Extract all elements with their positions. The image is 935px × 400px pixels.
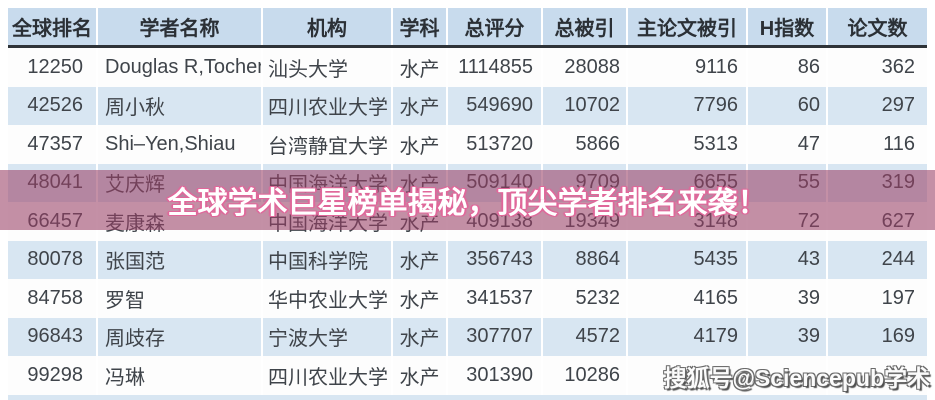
- table-cell: 99298: [27, 363, 83, 386]
- table-row: 47357 Shi–Yen,Shiau 台湾静宜大学 水产 513720 5866 5313…: [8, 125, 927, 164]
- table-cell: 39: [746, 317, 826, 356]
- table-row: 96843 周歧存 宁波大学 水产 307707 4572 4179 39 169: [8, 317, 927, 356]
- table-cell: 39: [746, 279, 826, 318]
- table-cell: 水产: [391, 279, 446, 318]
- table-cell: [626, 356, 746, 395]
- table-row: 99298 冯琳 四川农业大学 水产 301390 10286: [8, 356, 927, 395]
- table-cell: Douglas R,Tocher: [96, 48, 261, 87]
- table-cell: 307707: [446, 317, 541, 356]
- table-cell: 86: [746, 48, 826, 87]
- table-cell: 周歧存: [96, 317, 261, 356]
- table-cell: 356743: [446, 240, 541, 279]
- table-cell: 5866: [541, 125, 626, 164]
- table-row: 84758 罗智 华中农业大学 水产 341537 5232 4165 39 197: [8, 279, 927, 318]
- table-cell: 汕头大学: [261, 48, 391, 87]
- table-cell: 301390: [446, 356, 541, 395]
- table-cell: 341537: [446, 279, 541, 318]
- table-cell: 张国范: [96, 240, 261, 279]
- table-cell: 10702: [541, 86, 626, 125]
- table-cell: 7796: [626, 86, 746, 125]
- table-row: 42526 周小秋 四川农业大学 水产 549690 10702 7796 60 297: [8, 86, 927, 125]
- sohu-account-watermark: 搜狐号@Sciencepub学术: [663, 365, 930, 391]
- table-row: 12250 Douglas R,Tocher 汕头大学 水产 1114855 28088 9…: [8, 48, 927, 87]
- table-cell: 43: [746, 240, 826, 279]
- column-header: 总被引: [541, 8, 626, 45]
- table-cell: 1114855: [446, 48, 541, 87]
- promo-banner-overlay: 全球学术巨星榜单揭秘，顶尖学者排名来袭！: [0, 170, 935, 230]
- table-cell: 47357: [27, 132, 83, 155]
- table-cell: 42526: [27, 94, 83, 117]
- column-header: 总评分: [446, 8, 541, 45]
- table-cell: 80078: [27, 248, 83, 271]
- table-cell: 水产: [391, 86, 446, 125]
- table-cell: 8864: [541, 240, 626, 279]
- table-cell: 513720: [446, 125, 541, 164]
- table-cell: 水产: [391, 356, 446, 395]
- column-header: 论文数: [826, 8, 927, 45]
- table-cell: Shi–Yen,Shiau: [96, 125, 261, 164]
- table-cell: 362: [826, 48, 927, 87]
- table-cell: 中国科学院: [261, 240, 391, 279]
- table-cell: 10286: [541, 356, 626, 395]
- table-cell: 12250: [27, 55, 83, 78]
- table-cell: 周小秋: [96, 86, 261, 125]
- table-cell: 47: [746, 125, 826, 164]
- table-cell: 9116: [626, 48, 746, 87]
- column-header: 机构: [261, 8, 391, 45]
- table-cell: 冯琳: [96, 356, 261, 395]
- column-header: H指数: [746, 8, 826, 45]
- table-cell: 84758: [27, 286, 83, 309]
- table-cell: 28088: [541, 48, 626, 87]
- table-cell: 197: [826, 279, 927, 318]
- table-cell: 水产: [391, 48, 446, 87]
- table-cell: 549690: [446, 86, 541, 125]
- table-row: 80078 张国范 中国科学院 水产 356743 8864 5435 43 244: [8, 240, 927, 279]
- column-header: 学科: [391, 8, 446, 45]
- table-cell: 4179: [626, 317, 746, 356]
- table-cell: 96843: [27, 325, 83, 348]
- table-cell: 宁波大学: [261, 317, 391, 356]
- table-cell: 华中农业大学: [261, 279, 391, 318]
- column-header: 全球排名: [12, 18, 92, 40]
- table-cell: 116: [826, 125, 927, 164]
- table-cell: 60: [746, 86, 826, 125]
- table-header-row: 全球排名 学者名称 机构 学科 总评分 总被引 主论文被引 H指数 论文数: [8, 8, 927, 48]
- table-cell: 297: [826, 86, 927, 125]
- table-cell: 四川农业大学: [261, 356, 391, 395]
- table-cell: 水产: [391, 317, 446, 356]
- table-cell: 台湾静宜大学: [261, 125, 391, 164]
- table-cell: 4572: [541, 317, 626, 356]
- promo-banner-text: 全球学术巨星榜单揭秘，顶尖学者排名来袭！: [167, 187, 768, 220]
- table-cell: 罗智: [96, 279, 261, 318]
- column-header: 主论文被引: [626, 8, 746, 45]
- table-cell: [746, 356, 826, 395]
- table-row-partial: [8, 394, 927, 400]
- table-cell: 四川农业大学: [261, 86, 391, 125]
- table-cell: 5313: [626, 125, 746, 164]
- table-cell: 244: [826, 240, 927, 279]
- table-cell: 4165: [626, 279, 746, 318]
- table-cell: 169: [826, 317, 927, 356]
- table-cell: 水产: [391, 125, 446, 164]
- table-cell: [826, 356, 927, 395]
- column-header: 学者名称: [96, 8, 261, 45]
- table-cell: 5232: [541, 279, 626, 318]
- table-cell: 水产: [391, 240, 446, 279]
- table-cell: 5435: [626, 240, 746, 279]
